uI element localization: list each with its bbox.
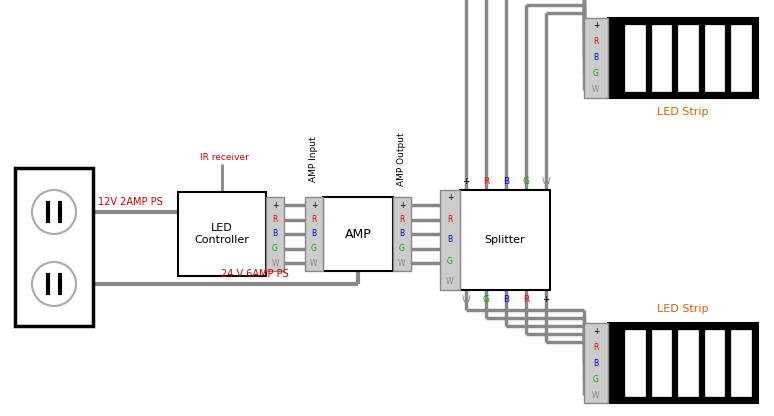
- Text: B: B: [503, 295, 509, 305]
- Text: B: B: [503, 178, 509, 186]
- Bar: [266, 197, 284, 271]
- Text: G: G: [593, 374, 599, 384]
- Text: +: +: [593, 22, 599, 30]
- Text: G: G: [482, 295, 489, 305]
- Text: IR receiver: IR receiver: [200, 153, 248, 161]
- Bar: [608, 323, 758, 403]
- Text: R: R: [594, 37, 598, 47]
- Text: R: R: [311, 215, 317, 224]
- Text: LED
Controller: LED Controller: [194, 223, 249, 245]
- Text: AMP: AMP: [344, 228, 372, 240]
- Text: +: +: [399, 201, 405, 210]
- Text: 12V 2AMP PS: 12V 2AMP PS: [98, 197, 163, 207]
- Text: G: G: [399, 244, 405, 253]
- Text: LED Strip: LED Strip: [657, 304, 709, 314]
- Text: G: G: [593, 69, 599, 79]
- Text: B: B: [272, 230, 278, 238]
- Text: W: W: [592, 86, 600, 94]
- Bar: [584, 18, 608, 98]
- Bar: [652, 25, 671, 91]
- Bar: [705, 25, 724, 91]
- Bar: [731, 25, 751, 91]
- Bar: [584, 323, 608, 403]
- Text: G: G: [272, 244, 278, 253]
- Text: W: W: [447, 277, 454, 287]
- Text: +: +: [311, 201, 317, 210]
- Text: G: G: [311, 244, 317, 253]
- Text: R: R: [523, 295, 529, 305]
- Text: +: +: [272, 201, 278, 210]
- Text: B: B: [594, 359, 598, 367]
- Text: R: R: [447, 215, 453, 223]
- Bar: [731, 330, 751, 396]
- Text: W: W: [399, 258, 406, 267]
- Bar: [15, 168, 93, 326]
- Bar: [625, 330, 645, 396]
- Text: +: +: [462, 178, 470, 186]
- Text: AMP Output: AMP Output: [398, 132, 406, 186]
- Text: Splitter: Splitter: [485, 235, 526, 245]
- Circle shape: [32, 190, 76, 234]
- Bar: [652, 330, 671, 396]
- Text: B: B: [447, 235, 453, 245]
- Bar: [625, 25, 645, 91]
- Circle shape: [32, 262, 76, 306]
- Text: AMP Input: AMP Input: [310, 136, 318, 182]
- Text: 24 V 6AMP PS: 24 V 6AMP PS: [221, 269, 289, 279]
- Text: W: W: [542, 178, 550, 186]
- Bar: [323, 197, 393, 271]
- Bar: [608, 18, 758, 98]
- Text: B: B: [399, 230, 405, 238]
- Text: B: B: [594, 54, 598, 62]
- Text: W: W: [461, 295, 471, 305]
- Text: +: +: [447, 193, 454, 203]
- Text: W: W: [271, 258, 279, 267]
- Bar: [393, 197, 411, 271]
- Text: +: +: [543, 295, 550, 305]
- Bar: [678, 25, 698, 91]
- Bar: [705, 330, 724, 396]
- Text: R: R: [483, 178, 489, 186]
- Text: R: R: [272, 215, 278, 224]
- Text: +: +: [593, 327, 599, 335]
- Text: R: R: [399, 215, 405, 224]
- Text: LED Strip: LED Strip: [657, 107, 709, 117]
- Text: B: B: [311, 230, 317, 238]
- Text: G: G: [447, 257, 453, 265]
- Bar: [460, 190, 550, 290]
- Text: W: W: [592, 391, 600, 399]
- Text: W: W: [310, 258, 318, 267]
- Bar: [678, 330, 698, 396]
- Text: G: G: [522, 178, 529, 186]
- Bar: [178, 192, 266, 276]
- Bar: [440, 190, 460, 290]
- Bar: [305, 197, 323, 271]
- Text: R: R: [594, 342, 598, 352]
